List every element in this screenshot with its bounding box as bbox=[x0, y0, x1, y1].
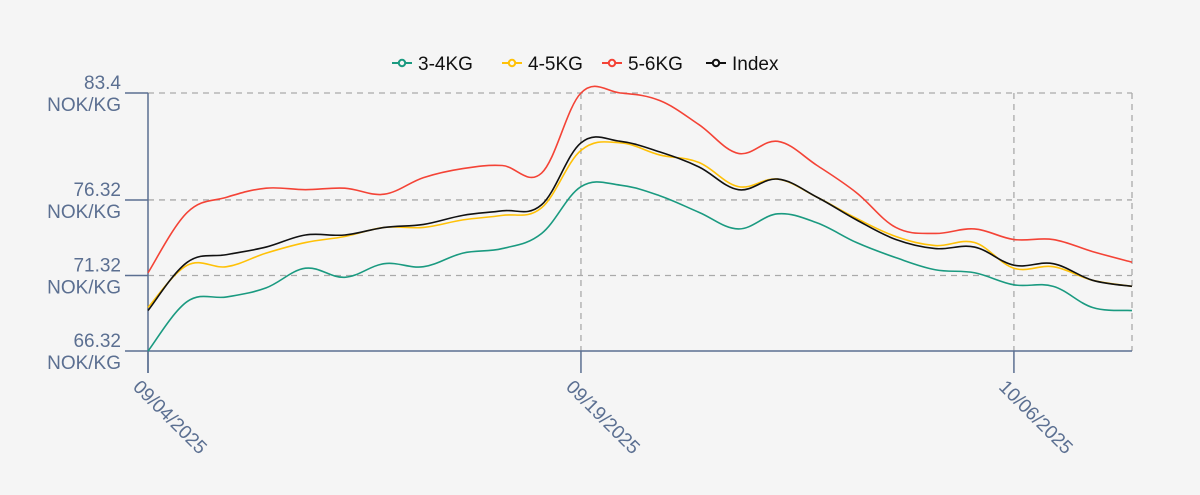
legend-label: Index bbox=[732, 54, 779, 75]
legend-item: 5-6KG bbox=[602, 54, 683, 75]
x-tick-label: 09/04/2025 bbox=[128, 377, 210, 459]
legend-marker-circle bbox=[397, 58, 407, 68]
axes: 83.4NOK/KG76.32NOK/KG71.32NOK/KG66.32NOK… bbox=[47, 73, 1132, 459]
series-line-5-6kg bbox=[147, 85, 1133, 274]
legend-item: Index bbox=[706, 54, 779, 75]
legend-label: 5-6KG bbox=[628, 54, 683, 75]
grid bbox=[148, 92, 1133, 351]
legend: 3-4KG 4-5KG 5-6KG Index bbox=[392, 54, 779, 75]
legend-marker-circle bbox=[507, 58, 517, 68]
y-tick-unit: NOK/KG bbox=[47, 353, 121, 374]
x-tick-label: 09/19/2025 bbox=[561, 377, 643, 459]
x-tick-label: 10/06/2025 bbox=[994, 377, 1076, 459]
y-tick-label: 66.32 bbox=[73, 331, 121, 352]
y-tick-label: 83.4 bbox=[84, 73, 121, 94]
y-tick-label: 76.32 bbox=[73, 180, 121, 201]
y-tick-label: 71.32 bbox=[73, 255, 121, 276]
legend-label: 4-5KG bbox=[528, 54, 583, 75]
legend-item: 3-4KG bbox=[392, 54, 473, 75]
legend-marker-circle bbox=[711, 58, 721, 68]
series-lines bbox=[147, 85, 1133, 352]
legend-item: 4-5KG bbox=[502, 54, 583, 75]
series-line-3-4kg bbox=[147, 181, 1133, 352]
legend-label: 3-4KG bbox=[418, 54, 473, 75]
y-tick-unit: NOK/KG bbox=[47, 277, 121, 298]
series-line-4-5kg bbox=[147, 140, 1133, 309]
series-line-index bbox=[147, 136, 1133, 312]
y-tick-unit: NOK/KG bbox=[47, 202, 121, 223]
legend-marker-circle bbox=[607, 58, 617, 68]
y-tick-unit: NOK/KG bbox=[47, 95, 121, 116]
